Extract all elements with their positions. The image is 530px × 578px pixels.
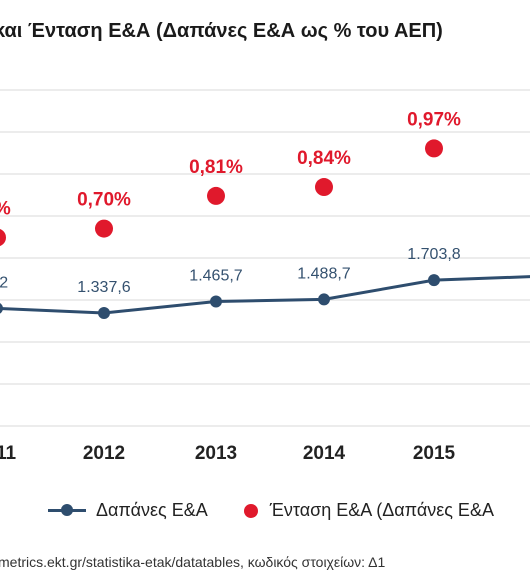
expenditure-label-2011: 1,2: [0, 274, 8, 291]
expenditure-label-2013: 1.465,7: [189, 267, 242, 284]
intensity-label-2013: 0,81%: [189, 157, 243, 178]
legend-dot-marker: [243, 503, 258, 518]
x-tick-2012: 2012: [83, 443, 125, 464]
expenditure-label-2012: 1.337,6: [77, 279, 130, 296]
intensity-point-2012: [95, 219, 113, 238]
intensity-label-2011: 7%: [0, 199, 11, 220]
expenditure-point-2015: [428, 274, 440, 287]
chart-legend: Δαπάνες Ε&Α Ένταση Ε&Α (Δαπάνες Ε&Α: [48, 500, 494, 521]
expenditure-label-2014: 1.488,7: [297, 265, 350, 282]
intensity-point-2013: [207, 186, 225, 205]
expenditure-point-2014: [318, 293, 330, 306]
intensity-label-2014: 0,84%: [297, 148, 351, 169]
expenditure-point-2011: [0, 303, 3, 314]
expenditure-label-2015: 1.703,8: [407, 246, 460, 263]
source-note: metrics.ekt.gr/statistika-etak/datatable…: [0, 554, 386, 570]
chart-plot: 1,21.337,61.465,71.488,71.703,81.7%0,70%…: [0, 89, 530, 464]
legend-label-expenditure: Δαπάνες Ε&Α: [96, 500, 208, 520]
x-tick-2011: 11: [0, 443, 16, 464]
intensity-point-2011: [0, 229, 6, 246]
chart-title: και Ένταση Ε&Α (Δαπάνες Ε&Α ως % του ΑΕΠ…: [0, 20, 443, 42]
expenditure-point-2013: [210, 295, 222, 308]
expenditure-point-2012: [98, 307, 110, 319]
expenditure-line: [0, 275, 530, 315]
x-tick-2014: 2014: [303, 443, 346, 464]
x-tick-2013: 2013: [195, 443, 237, 464]
legend-line-marker: [48, 504, 86, 516]
intensity-label-2015: 0,97%: [407, 109, 461, 130]
intensity-point-2015: [425, 139, 443, 158]
legend-label-intensity: Ένταση Ε&Α (Δαπάνες Ε&Α: [269, 500, 494, 520]
intensity-label-2012: 0,70%: [77, 190, 131, 211]
x-tick-2015: 2015: [413, 443, 456, 464]
intensity-point-2014: [315, 178, 333, 197]
